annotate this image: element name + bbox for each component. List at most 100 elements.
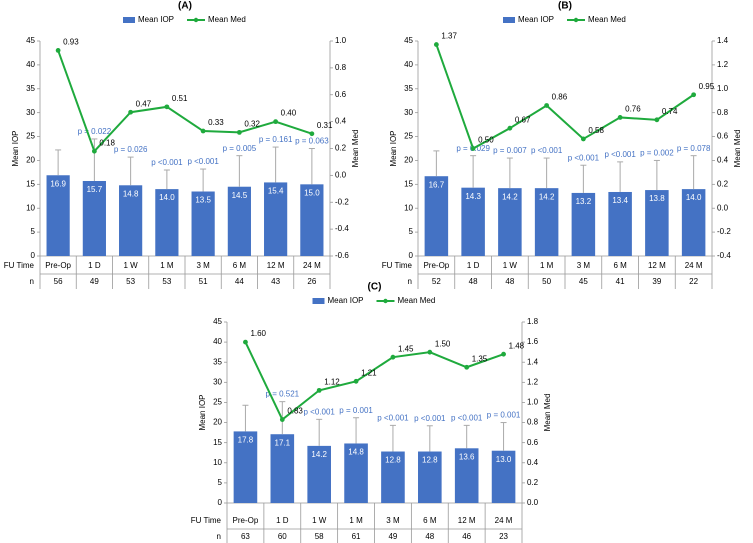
n-value: 53: [162, 277, 171, 286]
n-value: 46: [462, 532, 471, 541]
bar-value-label: 14.8: [348, 448, 364, 457]
n-value: 61: [352, 532, 361, 541]
y-tick-label: 45: [26, 36, 35, 45]
bar-value-label: 13.2: [576, 197, 592, 206]
legend-swatch: [312, 298, 325, 304]
x-tick-label: 1 M: [540, 261, 554, 270]
y2-axis-title: Mean Med: [351, 130, 360, 168]
y2-tick-label: 1.8: [527, 317, 539, 326]
bar: [233, 431, 258, 503]
y-axis-title: Mean IOP: [198, 394, 207, 430]
p-value: p = 0.005: [223, 144, 257, 153]
med-point: [617, 115, 623, 120]
y2-tick-label: 0.0: [335, 170, 347, 179]
panel-title: (A): [178, 1, 192, 12]
y-tick-label: 20: [213, 418, 222, 427]
med-point: [470, 146, 476, 151]
med-point: [544, 103, 550, 108]
med-value-label: 1.37: [441, 32, 457, 41]
n-value: 23: [499, 532, 508, 541]
med-point: [279, 417, 285, 422]
bar: [608, 191, 632, 256]
x-tick-label: 1 D: [276, 516, 289, 525]
med-point: [353, 378, 359, 384]
y2-tick-label: 0.0: [527, 498, 539, 507]
table-row-label: FU Time: [191, 516, 222, 525]
med-value-label: 1.45: [398, 344, 414, 353]
med-value-label: 0.67: [515, 115, 531, 124]
med-value-label: 1.35: [472, 354, 488, 363]
med-line: [244, 341, 504, 422]
p-value: p <0.001: [377, 413, 409, 422]
legend-label: Mean IOP: [518, 15, 554, 24]
y-axis-title: Mean IOP: [11, 130, 20, 166]
bar-value-label: 12.8: [422, 456, 438, 465]
p-value: p <0.001: [304, 407, 336, 416]
y2-tick-label: 0.6: [335, 90, 347, 99]
x-tick-label: 1 W: [503, 261, 518, 270]
y-tick-label: 30: [213, 377, 222, 386]
med-point: [316, 387, 322, 393]
bar-value-label: 14.2: [539, 192, 555, 201]
table-row-label: FU Time: [382, 261, 413, 270]
y-tick-label: 15: [404, 179, 413, 188]
med-value-label: 0.76: [625, 105, 641, 114]
med-value-label: 0.83: [287, 407, 303, 416]
y2-tick-label: 1.2: [527, 377, 539, 386]
med-value-label: 0.47: [136, 99, 152, 108]
bar: [227, 186, 251, 256]
y-tick-label: 5: [218, 478, 223, 487]
med-point: [390, 354, 396, 360]
x-tick-label: 24 M: [685, 261, 703, 270]
p-value: p <0.001: [531, 146, 563, 155]
x-tick-label: 6 M: [613, 261, 627, 270]
y-tick-label: 25: [213, 398, 222, 407]
y-tick-label: 30: [404, 108, 413, 117]
p-value: p = 0.007: [493, 146, 527, 155]
y-tick-label: 20: [26, 156, 35, 165]
y2-tick-label: 1.0: [527, 398, 539, 407]
y-tick-label: 25: [26, 132, 35, 141]
p-value: p = 0.001: [487, 411, 521, 420]
y2-tick-label: 1.0: [717, 84, 729, 93]
med-value-label: 0.58: [588, 126, 604, 135]
y2-tick-label: 0.6: [527, 438, 539, 447]
y2-tick-label: 0.8: [527, 418, 539, 427]
med-point: [91, 148, 97, 154]
n-value: 48: [425, 532, 434, 541]
bar: [461, 187, 485, 256]
bar-value-label: 14.2: [311, 450, 327, 459]
x-tick-label: 24 M: [495, 516, 513, 525]
x-tick-label: Pre-Op: [233, 516, 259, 525]
p-value: p = 0.002: [640, 149, 674, 158]
panel-title: (C): [368, 282, 382, 293]
legend-label: Mean IOP: [138, 15, 174, 24]
n-value: 52: [432, 277, 441, 286]
bar-value-label: 14.2: [502, 192, 518, 201]
med-point: [433, 42, 439, 47]
x-tick-label: 1 M: [349, 516, 363, 525]
legend-swatch: [573, 17, 579, 23]
y-tick-label: 25: [404, 132, 413, 141]
table-row-label: n: [408, 277, 412, 286]
p-value: p = 0.022: [78, 127, 112, 136]
y-tick-label: 0: [218, 498, 223, 507]
y2-tick-label: 1.6: [527, 337, 539, 346]
y-tick-label: 10: [26, 203, 35, 212]
n-value: 48: [505, 277, 514, 286]
n-value: 49: [90, 277, 99, 286]
bar: [418, 451, 442, 503]
bar-value-label: 13.6: [459, 452, 475, 461]
y2-tick-label: -0.4: [717, 251, 731, 260]
bar-value-label: 13.4: [612, 196, 628, 205]
med-value-label: 1.12: [324, 377, 340, 386]
med-value-label: 0.32: [244, 119, 260, 128]
med-point: [691, 92, 697, 98]
med-value-label: 0.33: [208, 118, 224, 127]
bar: [119, 185, 143, 256]
bar-value-label: 12.8: [385, 456, 401, 465]
y2-tick-label: 0.2: [717, 179, 729, 188]
bar-value-label: 14.0: [686, 193, 702, 202]
x-tick-label: 12 M: [648, 261, 666, 270]
